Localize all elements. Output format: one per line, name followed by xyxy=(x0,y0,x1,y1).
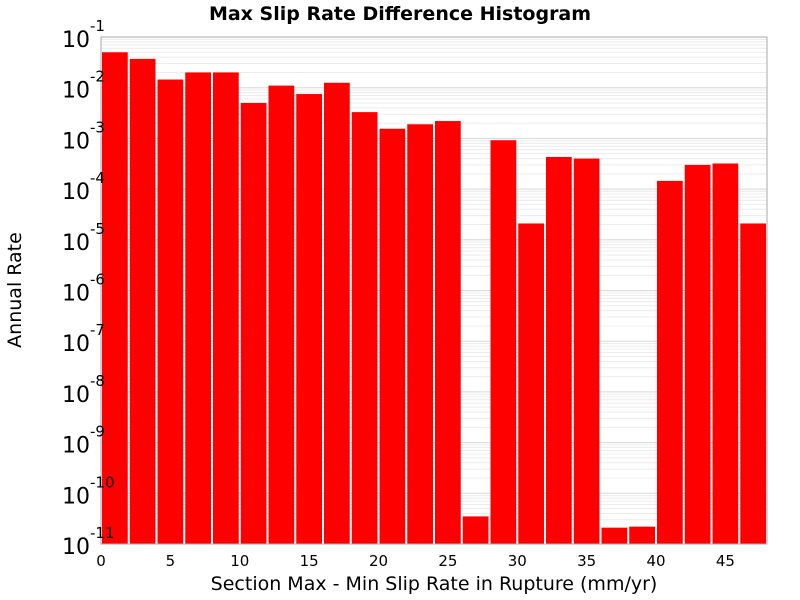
y-tick-label: 10-11 xyxy=(62,524,115,560)
histogram-bar xyxy=(268,85,295,545)
y-tick-labels: 10-11 10-10 10-9 10-8 10-7 10-6 10-5 10-4 10-3 10… xyxy=(62,17,115,560)
x-axis-label: Section Max - Min Slip Rate in Rupture (… xyxy=(211,573,658,595)
x-tick-label: 35 xyxy=(577,552,596,570)
histogram-bar xyxy=(240,102,267,544)
x-tick-label: 0 xyxy=(96,552,106,570)
histogram-bar xyxy=(462,516,489,544)
x-tick-labels: 0 5 10 15 20 25 30 35 40 45 xyxy=(96,552,735,570)
histogram-bar xyxy=(712,163,739,544)
histogram-bar xyxy=(740,223,766,544)
histogram-bar xyxy=(518,223,544,544)
histogram-bar xyxy=(296,94,322,544)
histogram-bar xyxy=(573,158,600,544)
x-tick-label: 20 xyxy=(369,552,388,570)
y-tick-label: 10-8 xyxy=(62,372,105,408)
histogram-bar xyxy=(324,82,350,545)
y-tick-label: 10-1 xyxy=(62,17,105,53)
y-tick-label: 10-10 xyxy=(62,473,115,509)
y-tick-label: 10-3 xyxy=(62,118,105,154)
plot-area xyxy=(100,36,768,545)
plot-frame xyxy=(100,36,768,545)
histogram-bar xyxy=(185,72,211,545)
y-tick-label: 10-2 xyxy=(62,68,105,104)
bars-group xyxy=(102,52,766,545)
histogram-bar xyxy=(102,52,128,545)
histogram-bar xyxy=(435,121,461,544)
x-tick-label: 25 xyxy=(438,552,457,570)
chart-title: Max Slip Rate Difference Histogram xyxy=(209,3,591,25)
histogram-bar xyxy=(546,156,572,544)
histogram-bar xyxy=(213,72,239,545)
x-tick-label: 5 xyxy=(166,552,176,570)
x-tick-label: 45 xyxy=(716,552,735,570)
y-tick-label: 10-6 xyxy=(62,271,105,307)
histogram-bar xyxy=(601,527,628,544)
histogram-bar xyxy=(684,164,711,544)
minor-grid xyxy=(101,38,767,530)
x-tick-label: 10 xyxy=(230,552,249,570)
histogram-bar xyxy=(379,128,406,544)
histogram-bar xyxy=(129,58,156,544)
x-tick-label: 30 xyxy=(508,552,527,570)
x-tick-label: 15 xyxy=(300,552,319,570)
histogram-bar xyxy=(157,79,184,544)
y-tick-label: 10-9 xyxy=(62,423,105,459)
histogram-bar xyxy=(657,180,683,544)
x-tick-label: 40 xyxy=(646,552,665,570)
histogram-bar xyxy=(407,124,433,545)
y-axis-label: Annual Rate xyxy=(4,232,26,348)
histogram-bar xyxy=(629,526,655,544)
histogram-bar xyxy=(490,140,517,544)
y-tick-label: 10-5 xyxy=(62,220,105,256)
histogram-bar xyxy=(351,112,378,545)
y-tick-label: 10-4 xyxy=(62,169,105,205)
y-tick-label: 10-7 xyxy=(62,321,105,357)
